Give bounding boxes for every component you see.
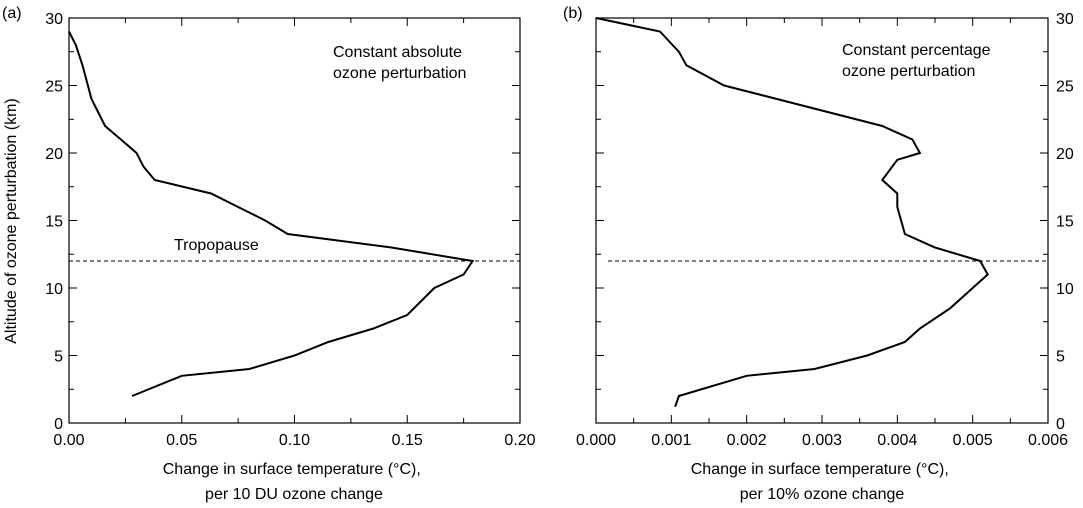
panel-b-annotation-line-1: Constant percentage (842, 42, 991, 59)
x-tick-label: 0.00 (53, 432, 84, 449)
panel-a-x-axis-label-line-2: per 10 DU ozone change (205, 486, 383, 503)
panel-a-annotation-line-1: Constant absolute (333, 44, 462, 61)
x-tick-label: 0.000 (576, 432, 616, 449)
panel-a-x-axis-label-line-1: Change in surface temperature (°C), (163, 461, 421, 478)
x-tick-label: 0.003 (802, 432, 842, 449)
y-tick-label: 5 (54, 349, 63, 366)
x-tick-label: 0.15 (392, 432, 423, 449)
x-tick-label: 0.20 (504, 432, 535, 449)
y-axis-label: Altitude of ozone perturbation (km) (3, 98, 20, 343)
panel-b-annotation: Constant percentage ozone perturbation (842, 42, 995, 80)
panel-b-label: (b) (563, 5, 583, 22)
panel-b-x-axis-label-line-2: per 10% ozone change (740, 486, 905, 503)
panel-a-y-tick-labels: 0 5 10 15 20 25 30 (45, 11, 63, 433)
y-tick-label: 15 (45, 214, 63, 231)
y-tick-label: 30 (45, 11, 63, 28)
panel-b-x-axis-label: Change in surface temperature (°C), per … (691, 461, 954, 503)
panel-a-label: (a) (2, 5, 22, 22)
panel-a-x-tick-labels: 0.00 0.05 0.10 0.15 0.20 (53, 432, 535, 449)
y-tick-label: 20 (1056, 146, 1074, 163)
panel-a: (a) Altitude of ozone perturbation (km) … (2, 5, 536, 503)
panel-b-series-line (595, 17, 989, 408)
panel-b-annotation-line-2: ozone perturbation (842, 63, 975, 80)
y-tick-label: 10 (45, 281, 63, 298)
tropopause-label: Tropopause (174, 237, 259, 254)
panel-b-ticks (595, 17, 1049, 424)
panel-a-annotation-line-2: ozone perturbation (333, 65, 466, 82)
y-tick-label: 5 (1056, 349, 1065, 366)
panel-a-series-line (68, 31, 475, 397)
panel-b-x-axis-label-line-1: Change in surface temperature (°C), (691, 461, 949, 478)
x-tick-label: 0.005 (953, 432, 993, 449)
y-tick-label: 0 (54, 416, 63, 433)
x-tick-label: 0.006 (1028, 432, 1068, 449)
x-tick-label: 0.001 (651, 432, 691, 449)
y-tick-label: 25 (45, 79, 63, 96)
panel-b-x-tick-labels: 0.000 0.001 0.002 0.003 0.004 0.005 0.006 (576, 432, 1068, 449)
x-tick-label: 0.10 (279, 432, 310, 449)
y-tick-label: 25 (1056, 79, 1074, 96)
y-tick-label: 15 (1056, 214, 1074, 231)
panel-b-frame (595, 17, 1049, 424)
y-tick-label: 0 (1056, 416, 1065, 433)
x-tick-label: 0.004 (877, 432, 917, 449)
x-tick-label: 0.05 (166, 432, 197, 449)
x-tick-label: 0.002 (727, 432, 767, 449)
panel-b: (b) 0.000 0.001 0.002 0.003 0.004 0.005 0.006 … (563, 5, 1074, 503)
y-tick-label: 20 (45, 146, 63, 163)
y-tick-label: 30 (1056, 11, 1074, 28)
panel-a-ticks (68, 17, 521, 424)
panel-a-x-axis-label: Change in surface temperature (°C), per … (163, 461, 426, 503)
y-tick-label: 10 (1056, 281, 1074, 298)
panel-a-annotation: Constant absolute ozone perturbation (333, 44, 466, 82)
panel-b-y-tick-labels: 0 5 10 15 20 25 30 (1056, 11, 1074, 433)
